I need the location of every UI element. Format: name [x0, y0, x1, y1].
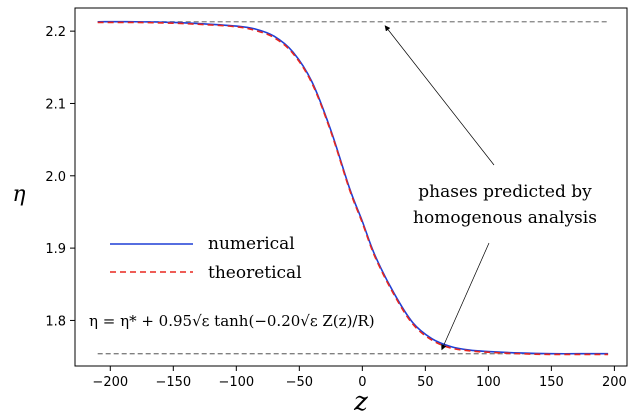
annotation-line-1: phases predicted by [418, 182, 592, 202]
annotation-line-2: homogenous analysis [413, 208, 597, 228]
legend: numerical theoretical [110, 234, 302, 283]
y-tick-label: 1.8 [45, 314, 66, 329]
series-layer [97, 20, 609, 356]
y-tick-label: 2.1 [45, 97, 66, 112]
annotation-arrow-lower [441, 242, 490, 351]
y-tick-label: 1.9 [45, 242, 66, 257]
x-tick-label: 50 [417, 375, 434, 390]
x-axis-label: z [353, 387, 368, 417]
x-tick-label: 150 [539, 375, 564, 390]
series-line-theoretical [97, 21, 609, 356]
annotation-arrow-upper [384, 25, 495, 166]
x-tick-label: −50 [286, 375, 313, 390]
x-tick-label: 100 [476, 375, 501, 390]
plot-frame [74, 7, 628, 367]
x-tick-label: 0 [358, 375, 366, 390]
y-axis-label: η [12, 182, 25, 207]
y-tick-label: 2.2 [45, 25, 66, 40]
x-tick-label: −150 [155, 375, 191, 390]
legend-label-numerical: numerical [208, 234, 295, 254]
x-tick-label: −200 [92, 375, 128, 390]
formula-annotation: η = η* + 0.95√ε tanh(−0.20√ε Z(z)/R) [89, 312, 375, 330]
y-tick-label: 2.0 [45, 170, 66, 185]
x-tick-label: 200 [602, 375, 627, 390]
x-tick-label: −100 [218, 375, 254, 390]
formula-text: η = η* + 0.95√ε tanh(−0.20√ε Z(z)/R) [89, 312, 375, 330]
legend-label-theoretical: theoretical [208, 263, 302, 283]
phase-annotation: phases predicted by homogenous analysis [384, 25, 597, 351]
y-axis-ticks: 1.8 1.9 2.0 2.1 2.2 [45, 25, 75, 329]
x-axis-ticks: −200 −150 −100 −50 0 50 100 150 200 [92, 366, 627, 390]
